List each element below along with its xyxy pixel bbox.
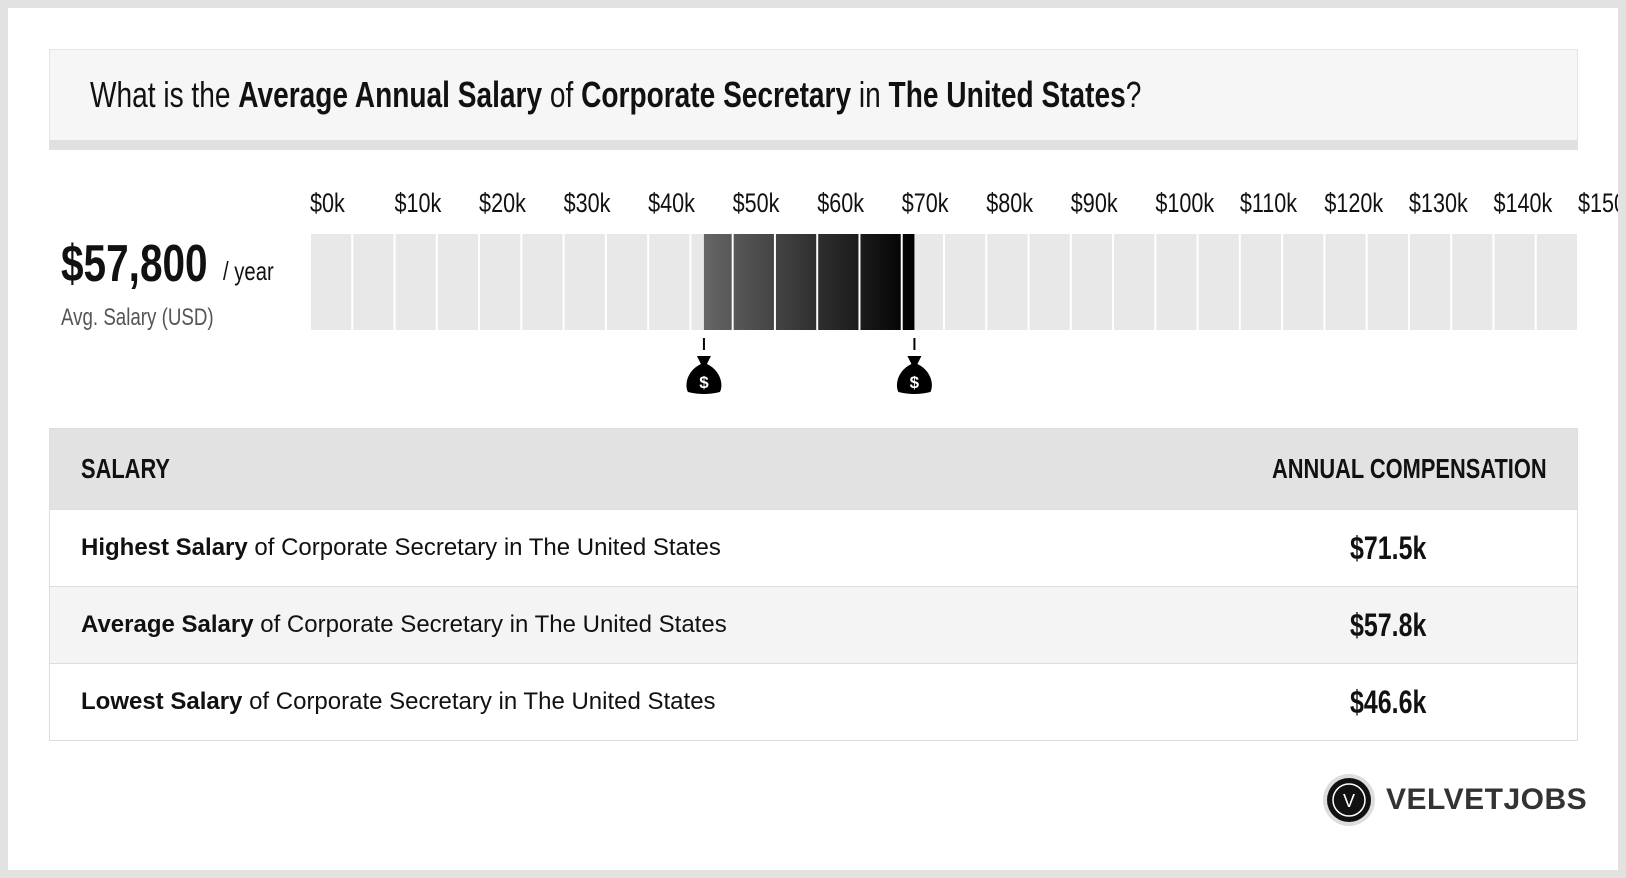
tick-label: $70k [902,189,950,219]
table-row: Highest Salary of Corporate Secretary in… [50,509,1577,586]
tick-label: $100k [1155,189,1215,219]
tick-label: $150k+ [1578,189,1618,219]
tick-label: $60k [817,189,865,219]
bin-cell [1156,234,1197,330]
bin-cell [1536,234,1577,330]
bin-cell [480,234,521,330]
average-salary-value: $57,800 [61,235,208,293]
average-salary-unit: / year [223,256,274,286]
range-bar [775,234,817,330]
range-bar [902,234,915,330]
high-salary-money-bag-icon: $ [896,356,932,394]
bin-cell [564,234,605,330]
bin-cell [1240,234,1282,330]
bin-cell [522,234,563,330]
low-salary-money-bag-icon: $ [686,356,722,394]
header-annual-compensation: ANNUAL COMPENSATION [1272,453,1547,484]
bin-cell [1114,234,1155,330]
bin-cell [1283,234,1324,330]
high-salary-tick [913,338,916,350]
velvetjobs-logo[interactable]: V VELVETJOBS [1322,773,1587,827]
bin-cell [1494,234,1535,330]
low-salary-tick [702,338,705,350]
logo-mark-icon: V [1323,774,1375,826]
bin-cell [1452,234,1493,330]
tick-label: $110k [1240,189,1298,219]
bin-cell [1325,234,1366,330]
salary-range-chart: $0k $10k $20k $30k $40k $50k $60k $70k $80k $90k $… [310,189,1618,394]
bin-cell [606,234,648,330]
tick-label: $10k [395,189,443,219]
bin-cell [353,234,394,330]
range-bar [818,234,859,330]
svg-text:V: V [1343,791,1355,811]
bin-cell [1367,234,1408,330]
range-bar [733,234,774,330]
tick-label: $20k [479,189,527,219]
tick-label: $140k [1493,189,1553,219]
salary-value: $46.6k [1350,684,1427,720]
title-banner: What is the Average Annual Salary of Cor… [49,49,1578,150]
range-bar [860,234,901,330]
logo-text: VELVETJOBS [1386,783,1588,816]
average-salary: $57,800 / year [61,234,274,294]
tick-label: $0k [310,189,345,219]
bin-cell [311,234,352,330]
bin-cell [987,234,1028,330]
table-header: SALARY ANNUAL COMPENSATION [50,429,1577,509]
tick-label: $120k [1324,189,1384,219]
tick-label: $30k [564,189,612,219]
bin-cell [395,234,436,330]
svg-text:$: $ [910,373,920,392]
salary-table: SALARY ANNUAL COMPENSATION Highest Salar… [49,428,1578,741]
range-bar [703,234,732,330]
tick-label: $90k [1071,189,1119,219]
bin-cell [945,234,986,330]
page-title: What is the Average Annual Salary of Cor… [90,74,1142,115]
svg-text:$: $ [699,373,709,392]
bin-cell [437,234,479,330]
header-salary: SALARY [81,453,170,484]
table-row: Lowest Salary of Corporate Secretary in … [50,663,1577,740]
bin-cell [1071,234,1113,330]
bin-cell [1409,234,1451,330]
tick-label: $80k [986,189,1034,219]
salary-value: $57.8k [1350,607,1427,643]
bin-cell [1198,234,1239,330]
average-salary-label: Avg. Salary (USD) [61,304,214,331]
bin-cell [649,234,690,330]
salary-card: What is the Average Annual Salary of Cor… [8,8,1618,870]
salary-value: $71.5k [1350,530,1427,566]
tick-label: $40k [648,189,696,219]
tick-label: $50k [733,189,781,219]
bin-cell [1029,234,1070,330]
table-row: Average Salary of Corporate Secretary in… [50,586,1577,663]
tick-label: $130k [1409,189,1469,219]
